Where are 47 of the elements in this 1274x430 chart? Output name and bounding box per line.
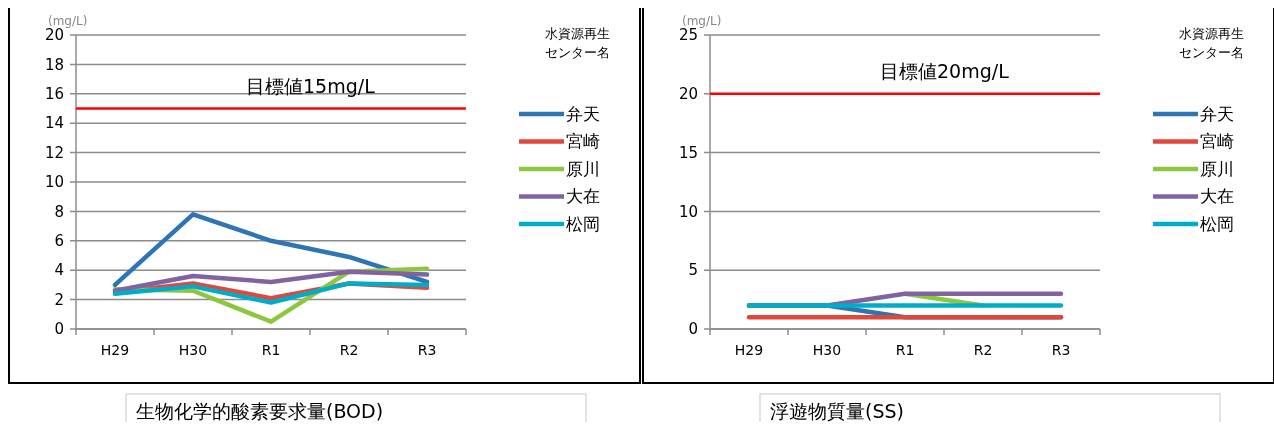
y-tick-label: 2 [54,290,64,309]
y-tick-label: 20 [44,26,64,45]
line-series [112,212,430,288]
x-tick-label: R3 [417,342,437,358]
y-tick-label: 12 [44,143,64,162]
legend-label: 弁天 [566,103,600,124]
x-tick-label: R2 [973,342,993,358]
legend-label: 松岡 [566,213,600,234]
legend-label: 弁天 [1200,103,1234,124]
y-tick-label: 25 [678,26,698,45]
y-tick-label: 4 [54,261,64,280]
x-tick-label: H30 [812,342,842,358]
x-tick-label: H30 [178,342,208,358]
x-tick-label: R1 [895,342,915,358]
y-axis-title: (mg/L) [48,14,88,28]
y-axis-title: (mg/L) [682,14,722,28]
y-tick-label: 5 [688,261,698,280]
y-tick-label: 15 [678,143,698,162]
y-tick-label: 10 [678,202,698,221]
x-tick-label: H29 [100,342,130,358]
legend-label: 原川 [566,158,600,179]
legend-label: 宮崎 [566,131,600,152]
legend-title: 水資源再生センター名 [544,26,610,60]
y-tick-label: 14 [44,114,64,133]
y-tick-label: 6 [54,232,64,251]
y-tick-label: 0 [54,320,64,339]
legend-label: 大在 [566,186,600,207]
y-tick-label: 16 [44,85,64,104]
x-tick-label: R3 [1051,342,1071,358]
y-tick-label: 20 [678,85,698,104]
ref-line-label: 目標値15mg/L [246,74,376,97]
y-tick-label: 8 [54,202,64,221]
legend-label: 宮崎 [1200,131,1234,152]
line-series [112,269,430,294]
x-axis-title: 生物化学的酸素要求量(BOD) [136,400,384,422]
legend-label: 松岡 [1200,213,1234,234]
y-tick-label: 18 [44,55,64,74]
x-tick-label: R1 [261,342,281,358]
x-tick-label: R2 [339,342,359,358]
legend-label: 原川 [1200,158,1234,179]
x-tick-label: H29 [734,342,764,358]
legend-label: 大在 [1200,186,1234,207]
ref-line-label: 目標値20mg/L [880,59,1010,82]
legend-title: 水資源再生センター名 [1178,26,1244,60]
x-axis-title: 浮遊物質量(SS) [770,400,904,422]
y-tick-label: 0 [688,320,698,339]
y-tick-label: 10 [44,173,64,192]
